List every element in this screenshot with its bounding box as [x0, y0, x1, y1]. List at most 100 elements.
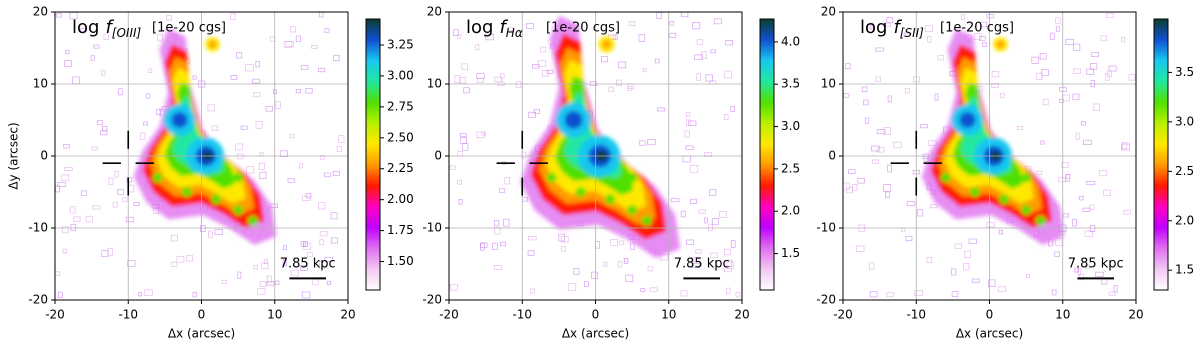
y-tick-label: 10: [33, 77, 48, 91]
colorbar-tick-label: 3.00: [387, 68, 414, 82]
noise-pixel: [688, 120, 697, 126]
noise-pixel: [656, 12, 662, 19]
noise-pixel: [64, 60, 72, 68]
noise-pixel: [979, 36, 986, 41]
emission-knot: [627, 205, 638, 215]
noise-pixel: [211, 125, 219, 131]
axes-frame: [448, 11, 743, 301]
noise-pixel: [686, 119, 691, 127]
title-symbol: f: [893, 17, 902, 38]
noise-pixel: [312, 278, 319, 286]
noise-pixel: [230, 13, 236, 21]
x-tick-label: -10: [118, 308, 138, 322]
noise-pixel: [527, 250, 535, 256]
noise-pixel: [200, 225, 206, 232]
noise-pixel: [689, 165, 699, 173]
scale-label: 7.85 kpc: [1068, 257, 1124, 272]
noise-pixel: [230, 75, 238, 80]
noise-pixel: [55, 185, 60, 193]
noise-pixel: [857, 177, 865, 184]
emission-knot: [208, 40, 217, 49]
title-log: log: [466, 17, 493, 38]
noise-pixel: [1098, 170, 1108, 177]
noise-pixel: [719, 211, 727, 218]
noise-pixel: [1093, 103, 1100, 111]
x-tick-label: 0: [592, 308, 600, 322]
noise-pixel: [324, 28, 330, 33]
noise-pixel: [629, 21, 636, 27]
noise-pixel: [1055, 238, 1063, 246]
noise-pixel: [1055, 17, 1061, 24]
noise-pixel: [964, 250, 971, 259]
noise-pixel: [117, 189, 124, 195]
noise-pixel: [257, 288, 266, 295]
noise-pixel: [1095, 271, 1104, 277]
noise-pixel: [601, 55, 608, 63]
noise-pixel: [1121, 143, 1130, 151]
noise-pixel: [558, 233, 566, 242]
noise-pixel: [114, 170, 119, 178]
noise-pixel: [492, 242, 498, 250]
noise-pixel: [924, 25, 933, 32]
noise-pixel: [259, 171, 267, 180]
title-log: log: [72, 17, 99, 38]
panel-title: log f[OIII]: [72, 17, 142, 40]
x-tick-label: 10: [1055, 308, 1070, 322]
noise-pixel: [457, 34, 462, 39]
noise-pixel: [1090, 80, 1096, 88]
noise-pixel: [319, 230, 328, 237]
noise-pixel: [70, 224, 77, 231]
noise-pixel: [500, 241, 507, 247]
noise-pixel: [521, 151, 527, 159]
noise-pixel: [107, 247, 113, 256]
noise-pixel: [1035, 72, 1043, 80]
noise-pixel: [1054, 251, 1060, 257]
noise-pixel: [1079, 273, 1084, 281]
noise-pixel: [856, 245, 865, 252]
y-tick-label: 0: [828, 149, 836, 163]
noise-pixel: [725, 40, 734, 46]
noise-pixel: [65, 49, 70, 55]
noise-pixel: [330, 212, 338, 220]
colorbar: [365, 18, 381, 291]
noise-pixel: [157, 33, 163, 42]
noise-pixel: [207, 104, 215, 112]
noise-pixel: [301, 291, 311, 299]
noise-pixel: [485, 33, 494, 41]
noise-pixel: [493, 226, 501, 235]
emission-knot: [627, 172, 638, 183]
emission-map: [133, 28, 277, 245]
colorbar-tick-label: 1.5: [1175, 263, 1194, 277]
noise-pixel: [691, 256, 700, 263]
noise-pixel: [883, 127, 891, 135]
noise-pixel: [624, 258, 629, 263]
noise-pixel: [1036, 170, 1043, 175]
noise-pixel: [617, 260, 622, 268]
noise-pixel: [453, 29, 459, 36]
noise-pixel: [934, 93, 939, 101]
noise-pixel: [877, 147, 885, 153]
noise-pixel: [318, 67, 326, 73]
noise-pixel: [459, 137, 467, 144]
noise-pixel: [869, 291, 878, 298]
emission-map: [921, 28, 1065, 245]
noise-pixel: [103, 33, 109, 40]
noise-pixel: [126, 177, 133, 183]
noise-pixel: [654, 58, 660, 64]
units-label: [1e-20 cgs]: [152, 21, 226, 36]
noise-pixel: [1042, 98, 1049, 106]
noise-pixel: [1128, 74, 1136, 81]
noise-pixel: [285, 41, 294, 47]
emission-knot: [247, 215, 258, 226]
noise-pixel: [603, 261, 608, 267]
noise-pixel: [730, 240, 736, 248]
x-tick-label: 10: [267, 308, 282, 322]
x-tick-label: -20: [45, 308, 65, 322]
noise-pixel: [449, 165, 456, 170]
noise-pixel: [1059, 98, 1064, 103]
y-tick-label: 20: [427, 5, 442, 19]
noise-pixel: [1089, 225, 1096, 233]
noise-pixel: [906, 201, 916, 206]
noise-pixel: [91, 146, 98, 151]
